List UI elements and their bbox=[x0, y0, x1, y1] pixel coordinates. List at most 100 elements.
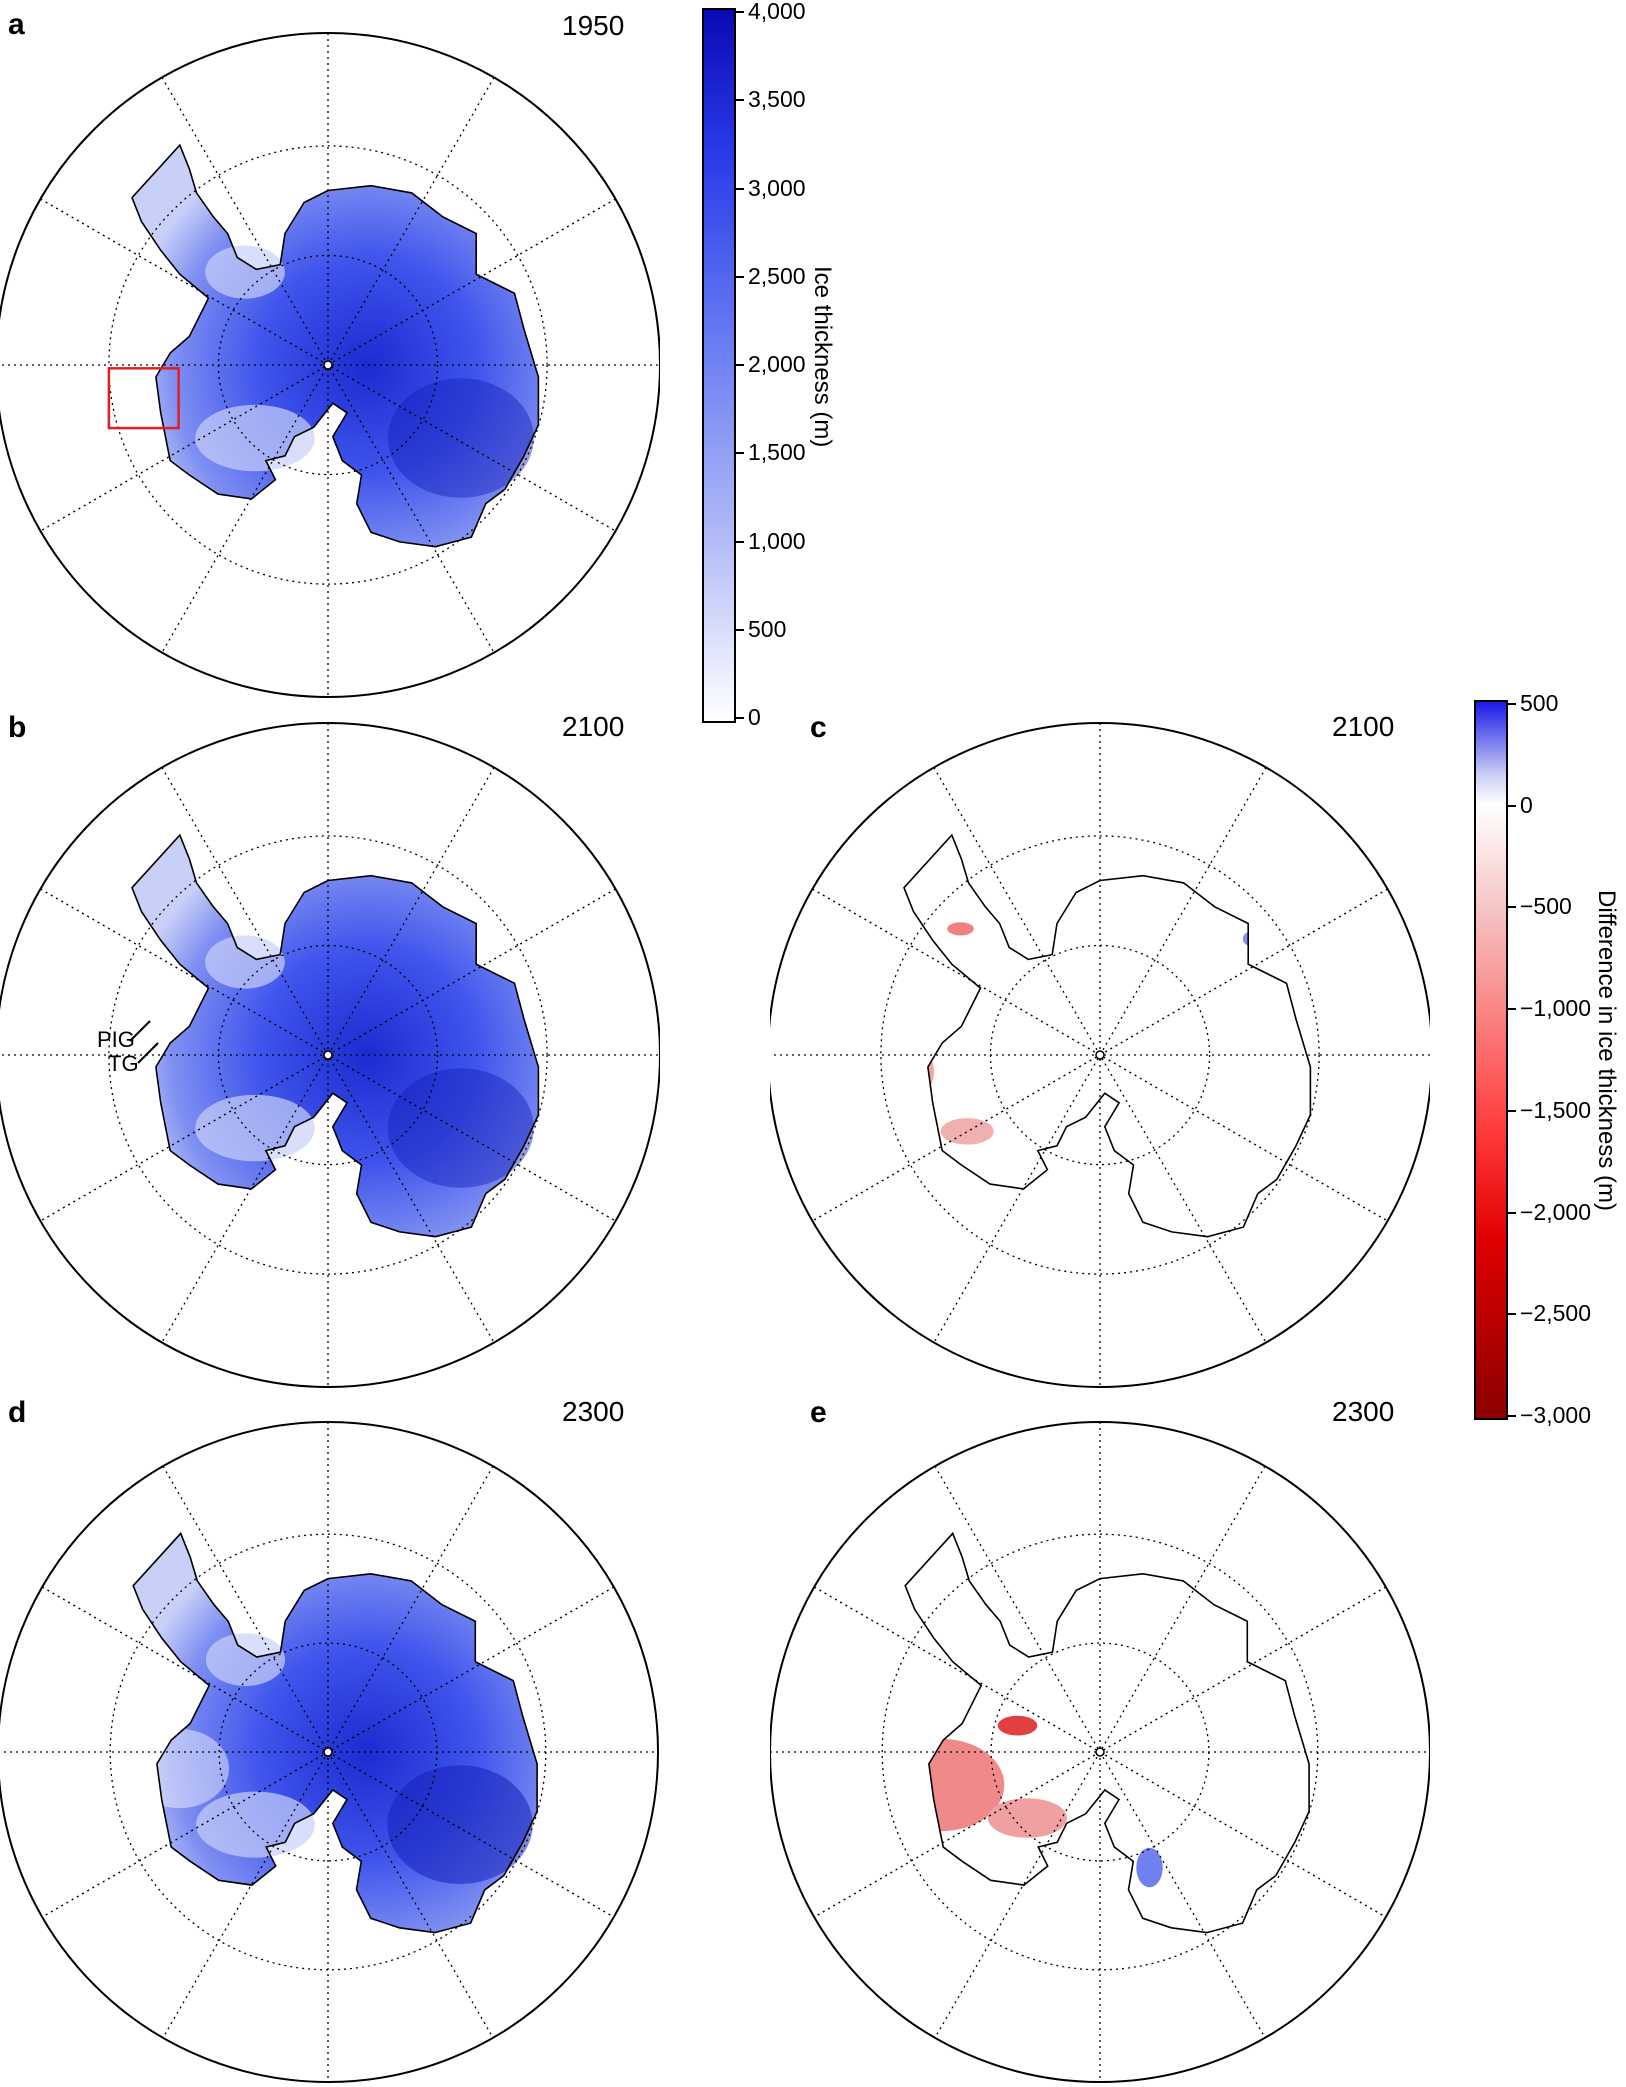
colorbar-difference-tick-label: −500 bbox=[1520, 893, 1572, 920]
difference-patch bbox=[1199, 1533, 1252, 1535]
latitude-circle bbox=[108, 835, 548, 1275]
meridian-line bbox=[40, 198, 616, 532]
panel-b: b 2100 PIG TG bbox=[0, 705, 660, 1405]
colorbar-difference-tick-mark bbox=[1508, 1313, 1516, 1316]
grounding-line bbox=[904, 1531, 1310, 1934]
map-boundary-circle bbox=[770, 1421, 1430, 2083]
grounding-line bbox=[903, 833, 1312, 1238]
difference-patch bbox=[1359, 1018, 1372, 1038]
region-box bbox=[107, 367, 180, 430]
ross-ice-shelf bbox=[196, 1791, 315, 1858]
panel-year-b: 2100 bbox=[562, 711, 625, 742]
colorbar-thickness-tick-label: 0 bbox=[748, 704, 761, 730]
latitude-circle bbox=[880, 835, 1320, 1275]
colorbar-thickness-tick-label: 1,500 bbox=[748, 439, 806, 466]
meridian-line bbox=[933, 767, 1267, 1343]
panel-c: c 2100 bbox=[770, 705, 1430, 1405]
colorbar-thickness-tick-mark bbox=[736, 11, 744, 13]
south-pole-marker bbox=[323, 360, 333, 370]
ronne-ice-shelf bbox=[205, 245, 285, 299]
panel-d: d 2300 bbox=[0, 1390, 660, 2087]
ross-ice-shelf bbox=[195, 404, 315, 472]
difference-patch bbox=[997, 1715, 1038, 1736]
colorbar-difference-tick-label: −3,000 bbox=[1520, 1402, 1591, 1428]
colorbar-difference-title: Difference in ice thickness (m) bbox=[1593, 890, 1620, 1211]
east-antarctic-dome bbox=[387, 1765, 533, 1884]
map-d bbox=[0, 1421, 659, 2083]
panel-a: a 1950 bbox=[0, 0, 660, 700]
arrow-pig bbox=[129, 1020, 151, 1042]
difference-patch bbox=[1097, 811, 1137, 821]
colorbar-thickness-tick-label: 2,500 bbox=[748, 262, 806, 289]
panel-year-e: 2300 bbox=[1332, 1396, 1395, 1427]
colorbar-thickness-tick-label: 3,500 bbox=[748, 86, 806, 113]
latitude-circle bbox=[108, 145, 548, 585]
difference-patch bbox=[904, 1171, 918, 1192]
panel-e: e 2300 bbox=[770, 1390, 1430, 2087]
colorbar-thickness-tick-label: 4,000 bbox=[748, 0, 806, 24]
south-pole-marker bbox=[323, 1050, 333, 1060]
arrow-tg bbox=[137, 1042, 159, 1064]
map-boundary-circle bbox=[770, 722, 1430, 1388]
difference-patch bbox=[947, 922, 974, 936]
meridian-line bbox=[161, 767, 495, 1343]
meridian-line bbox=[40, 198, 616, 532]
colorbar-thickness-tick-label: 3,000 bbox=[748, 174, 806, 201]
colorbar-thickness-tick-mark bbox=[736, 187, 744, 190]
colorbar-difference-tick-mark bbox=[1508, 804, 1516, 807]
panel-label-e: e bbox=[810, 1396, 827, 1429]
colorbar-thickness-tick-mark bbox=[736, 364, 744, 366]
east-antarctic-dome bbox=[387, 1068, 534, 1188]
colorbar-difference-tick-label: −1,500 bbox=[1520, 1096, 1591, 1123]
ronne-ice-shelf bbox=[205, 935, 285, 989]
east-antarctic-dome bbox=[387, 378, 534, 498]
map-c bbox=[770, 722, 1430, 1388]
grounding-line bbox=[131, 833, 540, 1238]
colorbar-thickness: 4,000 3,500 3,000 2,500 2,000 1,500 1,000 500 0 … bbox=[700, 0, 900, 730]
difference-patch bbox=[1242, 932, 1257, 946]
south-pole-marker bbox=[1095, 1747, 1105, 1757]
colorbar-difference-tick-mark bbox=[1508, 1415, 1516, 1417]
map-a bbox=[0, 32, 660, 698]
colorbar-difference-bar bbox=[1474, 700, 1508, 1420]
colorbar-thickness-tick-mark bbox=[736, 540, 744, 543]
panel-label-b: b bbox=[8, 711, 27, 744]
map-boundary-circle bbox=[0, 32, 660, 698]
meridian-line bbox=[812, 888, 1388, 1222]
difference-patch bbox=[1136, 1847, 1163, 1888]
colorbar-thickness-tick-mark bbox=[736, 628, 744, 631]
south-pole-marker bbox=[1095, 1050, 1105, 1060]
colorbar-thickness-tick-label: 1,000 bbox=[748, 527, 806, 554]
meridian-line bbox=[40, 888, 616, 1222]
panel-label-a: a bbox=[8, 8, 25, 41]
meridian-line bbox=[161, 767, 495, 1343]
colorbar-difference-tick-mark bbox=[1508, 1008, 1516, 1011]
map-boundary-circle bbox=[0, 722, 660, 1388]
colorbar-difference-tick-label: −2,000 bbox=[1520, 1198, 1591, 1225]
colorbar-thickness-tick-mark bbox=[736, 717, 744, 719]
meridian-line bbox=[40, 888, 616, 1222]
colorbar-thickness-tick-label: 2,000 bbox=[748, 351, 806, 377]
west-antarctic-thinning bbox=[130, 1728, 229, 1809]
colorbar-difference-tick-label: −2,500 bbox=[1520, 1300, 1591, 1327]
panel-year-d: 2300 bbox=[562, 1396, 625, 1427]
colorbar-difference-tick-mark bbox=[1508, 1211, 1516, 1214]
panel-year-c: 2100 bbox=[1332, 711, 1395, 742]
colorbar-difference-tick-label: 0 bbox=[1520, 791, 1533, 818]
panel-year-a: 1950 bbox=[562, 10, 625, 41]
map-e bbox=[770, 1421, 1430, 2083]
map-boundary-circle bbox=[0, 1421, 659, 2083]
colorbar-difference-tick-mark bbox=[1508, 1109, 1516, 1112]
meridian-line bbox=[812, 888, 1388, 1222]
panel-label-c: c bbox=[810, 711, 827, 744]
difference-patch bbox=[905, 1738, 1005, 1832]
panel-label-d: d bbox=[8, 1396, 27, 1429]
colorbar-thickness-tick-mark bbox=[736, 275, 744, 278]
colorbar-thickness-tick-label: 500 bbox=[748, 615, 787, 642]
difference-patch bbox=[987, 1798, 1067, 1838]
meridian-line bbox=[933, 767, 1267, 1343]
land-fill bbox=[904, 835, 1311, 1237]
colorbar-difference: 500 0 −500 −1,000 −1,500 −2,000 −2,500 −3,000 D… bbox=[1472, 690, 1626, 1430]
label-tg: TG bbox=[108, 1051, 139, 1076]
difference-patch bbox=[1179, 1940, 1219, 1960]
